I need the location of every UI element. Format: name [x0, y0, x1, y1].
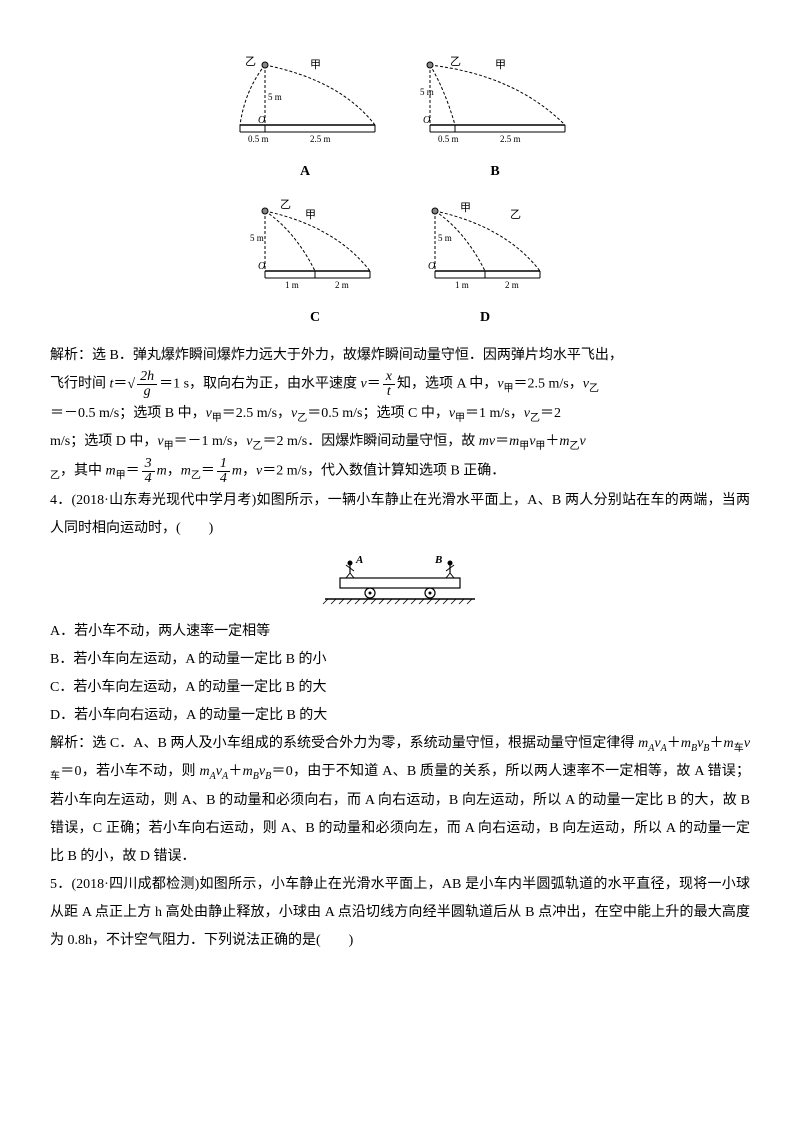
q4-stem: 4．(2018·山东寿光现代中学月考)如图所示，一辆小车静止在光滑水平面上，A、…	[50, 487, 750, 543]
label-A: A	[230, 158, 380, 186]
svg-text:5 m: 5 m	[420, 87, 434, 97]
diagram-C: 1 m 2 m 5 m 甲 乙 O C	[250, 196, 380, 332]
svg-text:5 m: 5 m	[438, 233, 452, 243]
analysis-1-line5: 乙，其中 m甲＝34m，m乙＝14m，v＝2 m/s，代入数值计算知选项 B 正…	[50, 457, 750, 487]
analysis-1-line3: ＝－0.5 m/s；选项 B 中，v甲＝2.5 m/s，v乙＝0.5 m/s；选…	[50, 400, 750, 429]
diagram-A: 0.5 m 2.5 m 5 m 乙 甲 O A	[230, 50, 380, 186]
svg-text:2.5 m: 2.5 m	[500, 134, 521, 144]
q4-analysis: 解析：选 C．A、B 两人及小车组成的系统受合外力为零，系统动量守恒，根据动量守…	[50, 730, 750, 872]
analysis-1-line4: m/s；选项 D 中，v甲＝－1 m/s，v乙＝2 m/s．因爆炸瞬间动量守恒，…	[50, 428, 750, 457]
label-C: C	[250, 304, 380, 332]
svg-text:1 m: 1 m	[285, 280, 299, 290]
svg-text:O: O	[423, 115, 430, 126]
svg-text:1 m: 1 m	[455, 280, 469, 290]
dist-label: 0.5 m	[248, 134, 269, 144]
svg-text:O: O	[258, 261, 265, 272]
svg-text:甲: 甲	[310, 59, 321, 71]
svg-text:甲: 甲	[305, 209, 316, 221]
svg-text:O: O	[428, 261, 435, 272]
svg-text:2 m: 2 m	[505, 280, 519, 290]
diagram-row-2: 1 m 2 m 5 m 甲 乙 O C 1 m 2 m 5 m 甲	[50, 196, 750, 332]
label-D: D	[420, 304, 550, 332]
svg-text:2 m: 2 m	[335, 280, 349, 290]
svg-text:乙: 乙	[510, 208, 521, 221]
svg-text:5 m: 5 m	[250, 233, 264, 243]
svg-text:5 m: 5 m	[268, 92, 282, 102]
svg-text:B: B	[434, 554, 442, 566]
q4-optB: B．若小车向左运动，A 的动量一定比 B 的小	[50, 646, 750, 674]
svg-text:2.5 m: 2.5 m	[310, 134, 331, 144]
q4-optD: D．若小车向右运动，A 的动量一定比 B 的大	[50, 702, 750, 730]
q4-optC: C．若小车向左运动，A 的动量一定比 B 的大	[50, 674, 750, 702]
svg-text:O: O	[258, 115, 265, 126]
svg-text:0.5 m: 0.5 m	[438, 134, 459, 144]
diagram-D: 1 m 2 m 5 m 甲 乙 O D	[420, 196, 550, 332]
svg-text:乙: 乙	[280, 198, 291, 211]
analysis-1-line2: 飞行时间 t＝√2hg＝1 s，取向右为正，由水平速度 v＝xt知，选项 A 中…	[50, 370, 750, 400]
svg-text:乙: 乙	[450, 55, 461, 68]
q4-optA: A．若小车不动，两人速率一定相等	[50, 618, 750, 646]
label-B: B	[420, 158, 570, 186]
q5-stem: 5．(2018·四川成都检测)如图所示，小车静止在光滑水平面上，AB 是小车内半…	[50, 871, 750, 955]
svg-text:A: A	[355, 554, 363, 566]
diagram-row-1: 0.5 m 2.5 m 5 m 乙 甲 O A 0.5 m 2.5 m 5 m	[50, 50, 750, 186]
cart-diagram: A B	[50, 553, 750, 608]
analysis-1-intro: 解析：选 B．弹丸爆炸瞬间爆炸力远大于外力，故爆炸瞬间动量守恒．因两弹片均水平飞…	[50, 342, 750, 370]
svg-text:甲: 甲	[460, 202, 471, 214]
diagram-B: 0.5 m 2.5 m 5 m 乙 甲 O B	[420, 50, 570, 186]
svg-text:乙: 乙	[245, 55, 256, 68]
svg-text:甲: 甲	[495, 59, 506, 71]
